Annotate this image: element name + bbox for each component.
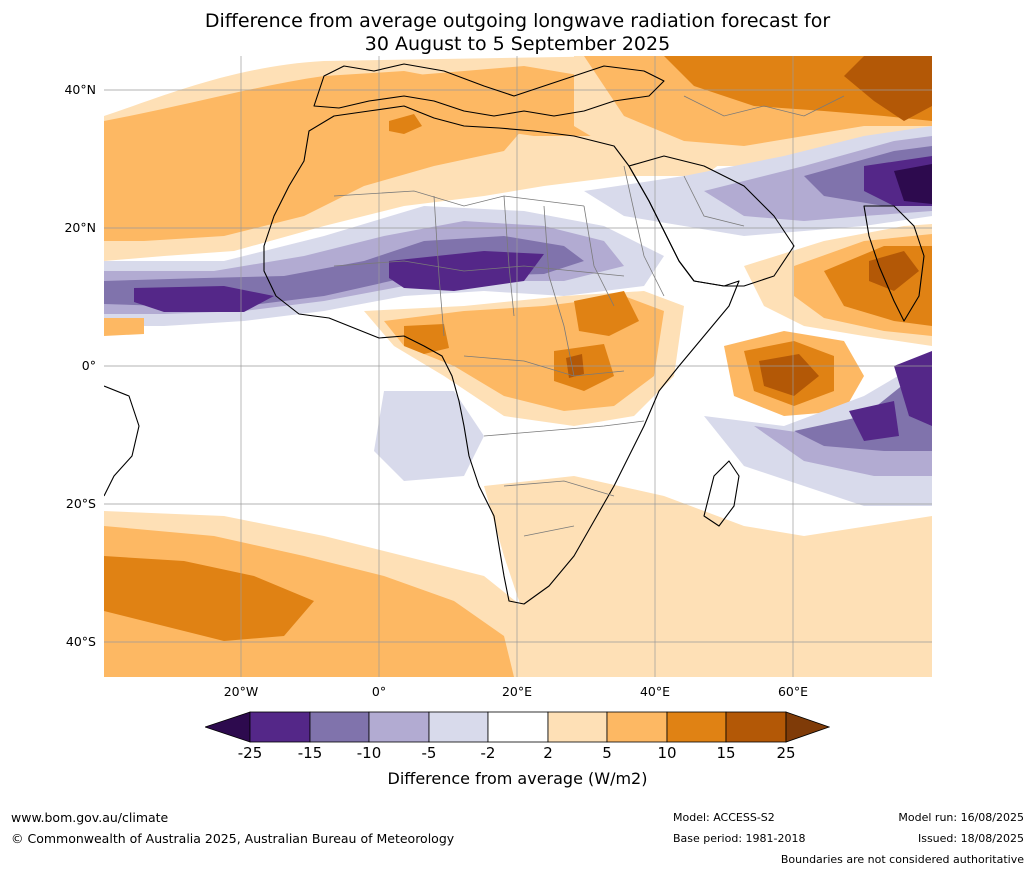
footer-disclaimer: Boundaries are not considered authoritat… [780,853,1024,866]
lat-label-40s: 40°S [65,634,96,649]
colorbar-tick-7: 5 [602,744,612,762]
anomaly-region-south-atlantic-negative [374,391,484,481]
lon-label-60e: 60°E [777,684,809,699]
lat-label-20s: 20°S [65,496,96,511]
anomaly-region-congo-core [554,344,614,391]
colorbar-tick-8: 10 [657,744,677,762]
title-line-1: Difference from average outgoing longwav… [204,10,831,32]
footer-issued: Issued: 18/08/2025 [917,832,1024,845]
footer-base-period: Base period: 1981-2018 [673,832,806,845]
colorbar [203,710,831,744]
colorbar-swatch-5 [487,711,549,743]
anomaly-region-mediterranean [404,66,624,136]
madagascar-coastline [703,460,740,527]
colorbar-swatch-1 [249,711,311,743]
anomaly-region-southern-africa [484,476,932,677]
colorbar-swatch-6 [547,711,608,743]
footer-model-run: Model run: 16/08/2025 [898,811,1024,824]
lon-label-0: 0° [371,684,387,699]
anomaly-region-south-atlantic-core [104,556,314,641]
colorbar-tick-9: 15 [716,744,736,762]
colorbar-tick-2: -15 [297,744,323,762]
olr-anomaly-map [104,56,932,677]
colorbar-swatch-9 [725,711,787,743]
lat-label-0: 0° [81,358,96,373]
lon-label-40e: 40°E [639,684,671,699]
coastlines [104,63,925,605]
colorbar-tick-4: -5 [421,744,437,762]
lon-label-20w: 20°W [223,684,259,699]
title-line-2: 30 August to 5 September 2025 [364,33,671,55]
map-canvas [104,56,932,677]
colorbar-tick-5: -2 [480,744,496,762]
lat-label-20n: 20°N [64,220,96,235]
anomaly-region-south-indian-core [849,401,899,441]
colorbar-tick-10: 25 [776,744,796,762]
footer-model: Model: ACCESS-S2 [673,811,775,824]
country-borders [333,95,845,537]
footer-copyright: © Commonwealth of Australia 2025, Austra… [11,831,455,846]
anomaly-region-morocco-core [389,114,422,134]
colorbar-tick-6: 2 [543,744,553,762]
colorbar-swatch-2 [309,711,370,743]
colorbar-swatch-4 [428,711,489,743]
map-gridlines [104,56,932,677]
anomaly-region-sudan-core [574,291,639,336]
anomaly-region-indian-ocean-warm-peak [759,354,819,396]
africa-coastline [263,105,740,605]
colorbar-extend-low [203,711,251,743]
lon-label-20e: 20°E [501,684,533,699]
colorbar-swatch-8 [666,711,727,743]
europe-coastline [313,63,665,117]
anomaly-region-sahel-core [134,286,274,312]
anomaly-region-east-core [894,351,932,426]
colorbar-tick-3: -10 [356,744,382,762]
anomaly-region-nigeria-core [404,324,449,354]
footer-website: www.bom.gov.au/climate [11,810,169,825]
india-coastline [863,205,925,322]
colorbar-extend-high [785,711,831,743]
anomaly-region-gulf-of-guinea [104,318,144,336]
colorbar-tick-1: -25 [237,744,263,762]
arabia-coastline [628,155,795,287]
south-america-coastline [104,385,140,497]
colorbar-svg [203,711,831,743]
colorbar-swatch-7 [606,711,668,743]
anomaly-region-india-extreme [894,164,932,204]
anomaly-region-arabian-sea-peak [869,251,919,291]
map-title: Difference from average outgoing longwav… [0,10,1035,56]
lat-label-40n: 40°N [64,82,96,97]
colorbar-label: Difference from average (W/m2) [387,769,648,788]
colorbar-swatch-3 [368,711,430,743]
anomaly-region-central-asia-core [844,56,932,121]
